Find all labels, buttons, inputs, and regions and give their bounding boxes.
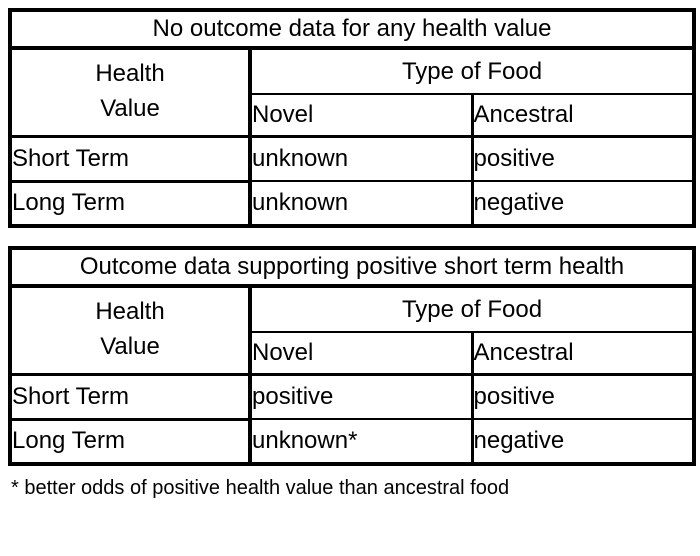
table-title: Outcome data supporting positive short t… bbox=[10, 248, 694, 288]
cell-short-term-novel: positive bbox=[249, 373, 474, 420]
table-no-outcome-data: No outcome data for any health value Hea… bbox=[8, 8, 697, 228]
row-header-long-term: Long Term bbox=[10, 181, 252, 228]
type-of-food-header: Type of Food bbox=[250, 286, 694, 333]
table-row: Long Term unknown negative bbox=[10, 180, 696, 228]
cell-short-term-novel: unknown bbox=[249, 135, 474, 182]
table-title: No outcome data for any health value bbox=[10, 10, 695, 50]
health-value-header: Health Value bbox=[10, 48, 252, 138]
cell-short-term-ancestral: positive bbox=[471, 373, 695, 420]
table-row: Long Term unknown* negative bbox=[10, 418, 695, 466]
cell-long-term-ancestral: negative bbox=[470, 180, 696, 227]
table-row: Short Term unknown positive bbox=[10, 135, 696, 183]
table-row: Short Term positive positive bbox=[10, 373, 695, 421]
cell-long-term-novel: unknown bbox=[249, 180, 474, 227]
cell-short-term-ancestral: positive bbox=[470, 135, 696, 182]
footnote: * better odds of positive health value t… bbox=[11, 477, 510, 499]
cell-long-term-ancestral: negative bbox=[471, 418, 695, 465]
row-header-short-term: Short Term bbox=[10, 136, 252, 183]
row-header-long-term: Long Term bbox=[10, 419, 252, 466]
row-header-short-term: Short Term bbox=[10, 374, 252, 421]
column-header-ancestral: Ancestral bbox=[472, 94, 695, 138]
health-value-header: Health Value bbox=[10, 286, 252, 376]
column-header-novel: Novel bbox=[250, 94, 474, 138]
type-of-food-header: Type of Food bbox=[250, 48, 695, 95]
column-header-novel: Novel bbox=[250, 332, 474, 376]
table-outcome-data-positive: Outcome data supporting positive short t… bbox=[8, 246, 696, 466]
column-header-ancestral: Ancestral bbox=[472, 332, 694, 376]
cell-long-term-novel: unknown* bbox=[249, 418, 474, 465]
